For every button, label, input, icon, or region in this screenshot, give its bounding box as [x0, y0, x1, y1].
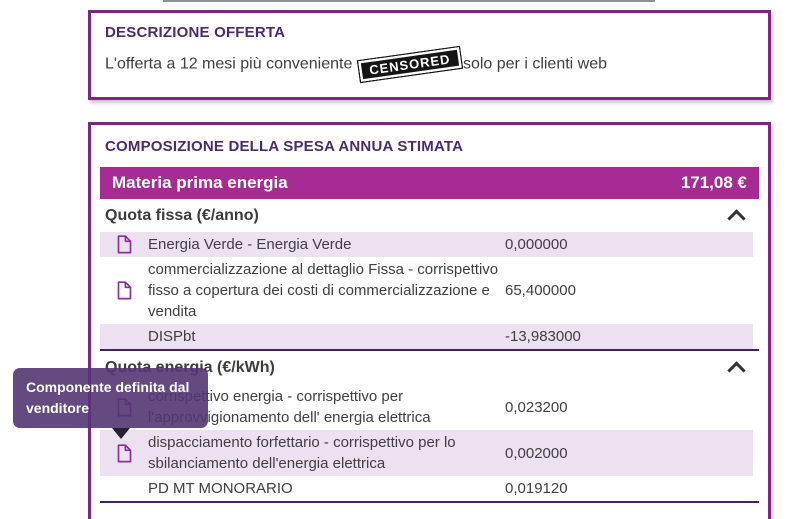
descrizione-offerta-title: DESCRIZIONE OFFERTA [105, 24, 286, 41]
chevron-up-icon[interactable] [727, 208, 746, 228]
cost-row: DISPbt -13,983000 [100, 324, 753, 349]
offer-text-before: L'offerta a 12 mesi più conveniente [105, 55, 357, 73]
cost-row: Energia Verde - Energia Verde 0,000000 [100, 232, 753, 257]
cost-row: PD MT MONORARIO 0,019120 [100, 476, 753, 501]
document-icon[interactable] [117, 281, 132, 300]
materia-prima-label: Materia prima energia [112, 173, 288, 192]
cost-row-label: commercializzazione al dettaglio Fissa -… [148, 261, 499, 320]
section-label: Quota fissa (€/anno) [105, 206, 259, 224]
censored-stamp: CENSORED [356, 45, 463, 84]
descrizione-offerta-panel: DESCRIZIONE OFFERTA L'offerta a 12 mesi … [88, 10, 771, 100]
cost-row-label: corrispettivo energia - corrispettivo pe… [148, 388, 431, 426]
cost-row-value: 0,019120 [505, 480, 568, 497]
materia-prima-energia-header: Materia prima energia 171,08 € [100, 167, 759, 199]
cost-row-label: Energia Verde - Energia Verde [148, 236, 352, 253]
cost-row: commercializzazione al dettaglio Fissa -… [100, 257, 753, 324]
composizione-spesa-panel: COMPOSIZIONE DELLA SPESA ANNUA STIMATA M… [88, 122, 771, 519]
top-divider [163, 0, 655, 2]
cost-row: corrispettivo energia - corrispettivo pe… [100, 384, 753, 430]
tooltip-componente-venditore: Componente definita dal venditore [13, 368, 208, 439]
cost-row-value: 65,400000 [505, 282, 576, 299]
cost-row-value: 0,002000 [505, 444, 568, 462]
section-rows: corrispettivo energia - corrispettivo pe… [100, 384, 759, 501]
section-header[interactable]: Quota fissa (€/anno) [100, 199, 759, 232]
document-icon[interactable] [117, 443, 132, 463]
cost-section: Quota energia (€/kWh) corrispettivo ener… [100, 351, 759, 503]
offer-description: L'offerta a 12 mesi più conveniente CENS… [105, 45, 754, 84]
chevron-up-icon[interactable] [727, 360, 746, 380]
cost-row-label: DISPbt [148, 328, 196, 345]
tooltip-arrow-icon [112, 428, 130, 439]
materia-prima-total: 171,08 € [680, 173, 747, 192]
cost-row-label: dispacciamento forfettario - corrispetti… [148, 434, 456, 472]
document-icon[interactable] [117, 235, 132, 254]
cost-row-value: 0,000000 [505, 236, 568, 253]
section-rows: Energia Verde - Energia Verde 0,000000 c… [100, 232, 759, 349]
cost-row-value: -13,983000 [505, 328, 581, 345]
cost-row: dispacciamento forfettario - corrispetti… [100, 430, 753, 476]
offer-text-after: solo per i clienti web [458, 55, 608, 73]
cost-section: Quota fissa (€/anno) Energia Verde - Ene… [100, 199, 759, 351]
composizione-spesa-title: COMPOSIZIONE DELLA SPESA ANNUA STIMATA [105, 138, 464, 155]
tooltip-text: Componente definita dal venditore [26, 379, 190, 416]
cost-row-label: PD MT MONORARIO [148, 480, 293, 497]
cost-sections: Quota fissa (€/anno) Energia Verde - Ene… [100, 199, 759, 503]
cost-row-value: 0,023200 [505, 398, 568, 416]
